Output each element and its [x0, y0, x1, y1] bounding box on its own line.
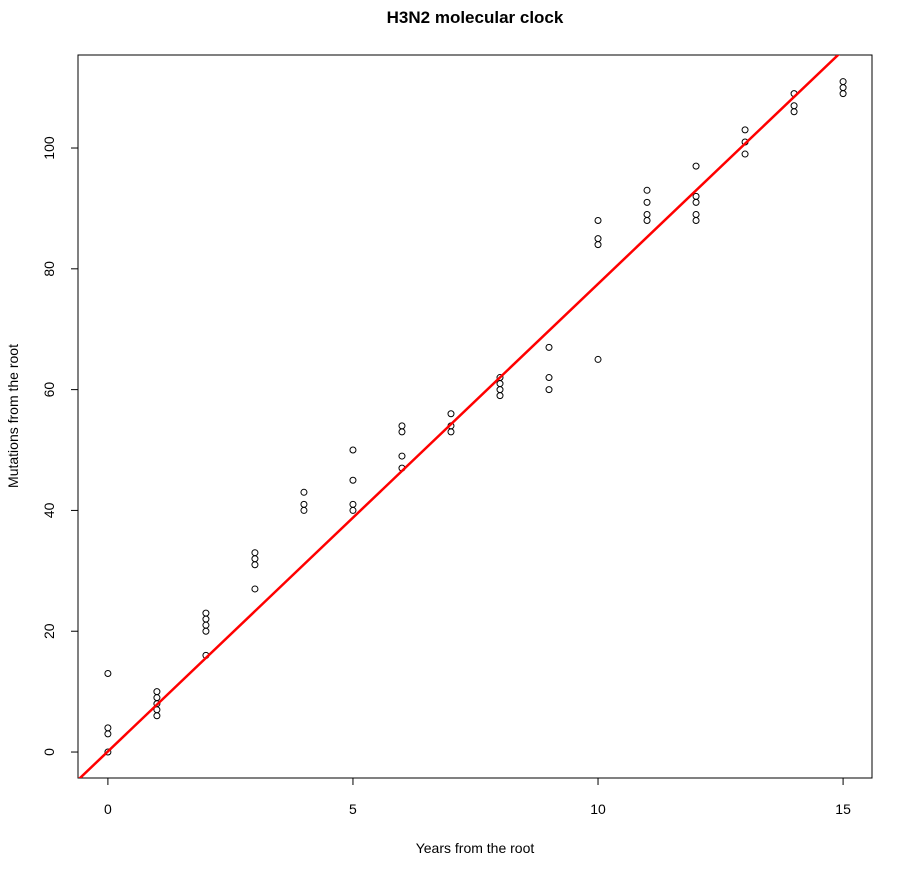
point — [692, 162, 700, 170]
chart-title: H3N2 molecular clock — [387, 8, 564, 27]
point — [153, 712, 161, 720]
point — [839, 90, 847, 98]
point — [398, 428, 406, 436]
point — [398, 452, 406, 460]
x-tick-label: 10 — [590, 801, 606, 817]
x-axis-label: Years from the root — [416, 840, 535, 856]
point — [839, 78, 847, 86]
point — [496, 380, 504, 388]
point — [300, 488, 308, 496]
point — [398, 422, 406, 430]
point — [594, 241, 602, 249]
x-tick-label: 15 — [835, 801, 851, 817]
point — [790, 102, 798, 110]
point — [692, 216, 700, 224]
point — [300, 500, 308, 508]
plot-frame — [77, 54, 873, 779]
point — [496, 386, 504, 394]
point — [104, 670, 112, 678]
point — [153, 694, 161, 702]
point — [692, 198, 700, 206]
point — [349, 476, 357, 484]
y-tick-label: 60 — [41, 382, 57, 398]
y-axis-label: Mutations from the root — [5, 344, 21, 488]
point — [251, 555, 259, 563]
point — [202, 615, 210, 623]
x-tick-label: 0 — [104, 801, 112, 817]
point — [741, 126, 749, 134]
y-tick-label: 0 — [41, 748, 57, 756]
point — [349, 446, 357, 454]
point — [202, 627, 210, 635]
point — [839, 84, 847, 92]
y-tick-label: 100 — [41, 136, 57, 160]
point — [692, 210, 700, 218]
regression-line — [78, 55, 840, 778]
point — [251, 561, 259, 569]
point — [349, 506, 357, 514]
point — [202, 621, 210, 629]
point — [643, 186, 651, 194]
y-tick-label: 80 — [41, 261, 57, 277]
point — [251, 549, 259, 557]
point — [594, 355, 602, 363]
point — [545, 374, 553, 382]
point — [251, 585, 259, 593]
y-tick-label: 40 — [41, 502, 57, 518]
x-tick-label: 5 — [349, 801, 357, 817]
point — [496, 392, 504, 400]
y-tick-label: 20 — [41, 623, 57, 639]
point — [104, 730, 112, 738]
point — [349, 500, 357, 508]
point — [594, 216, 602, 224]
point — [643, 210, 651, 218]
point — [104, 748, 112, 756]
point — [545, 386, 553, 394]
point — [790, 108, 798, 116]
point — [545, 343, 553, 351]
point — [447, 428, 455, 436]
point — [692, 192, 700, 200]
point — [104, 724, 112, 732]
point — [447, 410, 455, 418]
point — [741, 150, 749, 158]
point — [643, 198, 651, 206]
point — [300, 506, 308, 514]
plot-area — [78, 55, 847, 778]
point — [202, 609, 210, 617]
point — [643, 216, 651, 224]
point — [594, 235, 602, 243]
point — [153, 688, 161, 696]
